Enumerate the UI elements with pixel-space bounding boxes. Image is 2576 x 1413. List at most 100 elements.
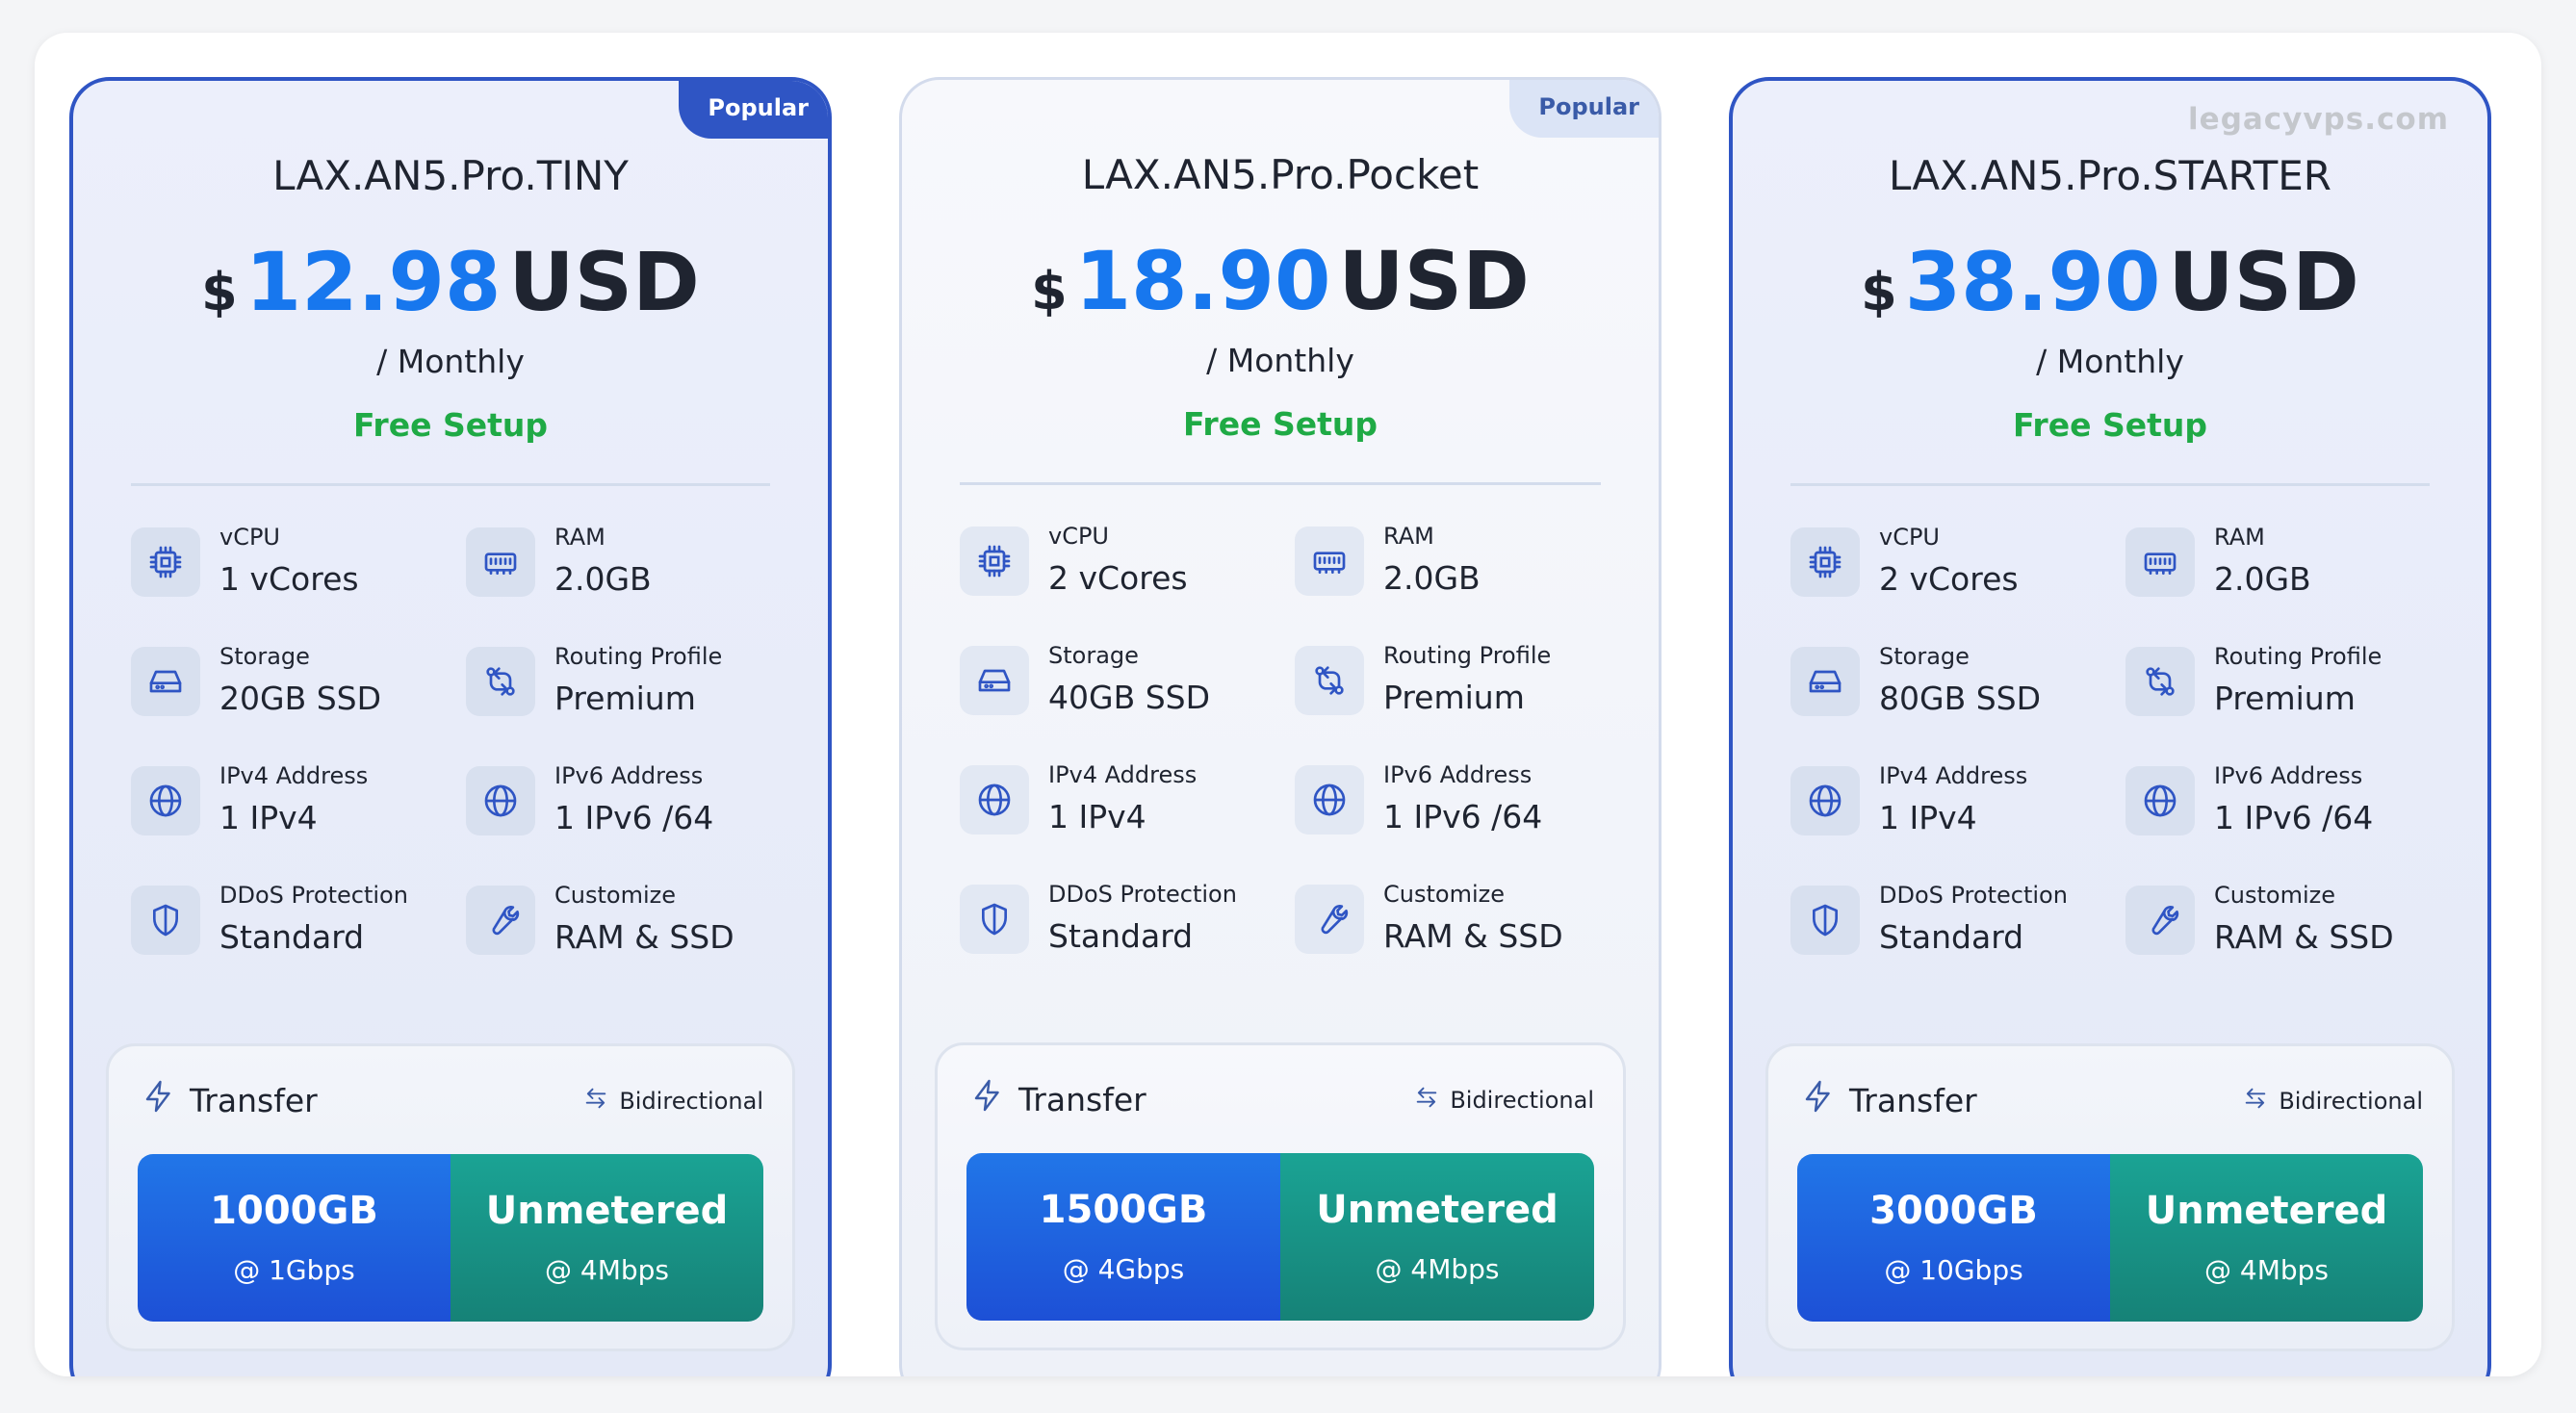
spec-ipv6: IPv6 Address 1 IPv6 /64	[466, 762, 793, 849]
plan-card-pocket[interactable]: Popular LAX.AN5.Pro.Pocket $18.90USD / M…	[899, 77, 1662, 1376]
bidirectional-note: Bidirectional	[1413, 1084, 1594, 1117]
storage-icon	[960, 646, 1029, 715]
spec-label: Customize	[1383, 881, 1505, 908]
spec-label: IPv6 Address	[1383, 761, 1533, 788]
transfer-quota: 1000GB @ 1Gbps	[138, 1154, 451, 1322]
bidirectional-note: Bidirectional	[2242, 1085, 2423, 1118]
spec-routing: Routing Profile Premium	[466, 643, 793, 730]
spec-value: Premium	[1383, 679, 1525, 716]
spec-label: IPv4 Address	[219, 762, 369, 789]
cpu-icon	[1790, 527, 1860, 597]
billing-period: / Monthly	[1206, 342, 1354, 379]
spec-routing: Routing Profile Premium	[1295, 642, 1622, 729]
storage-icon	[1790, 647, 1860, 716]
swap-arrows-icon	[2242, 1085, 2279, 1118]
routing-icon	[1295, 646, 1364, 715]
spec-label: IPv6 Address	[2214, 762, 2363, 789]
swap-arrows-icon	[1413, 1084, 1450, 1117]
spec-label: Storage	[1879, 643, 1970, 670]
bidirectional-label: Bidirectional	[2279, 1088, 2423, 1115]
globe-icon	[1790, 766, 1860, 835]
free-setup-label: Free Setup	[1183, 405, 1378, 443]
spec-label: vCPU	[219, 524, 280, 551]
price-row: $18.90USD	[902, 234, 1659, 328]
unmetered-speed: @ 4Mbps	[544, 1254, 669, 1286]
divider	[960, 482, 1601, 485]
shield-icon	[131, 886, 200, 955]
spec-ipv6: IPv6 Address 1 IPv6 /64	[2125, 762, 2453, 849]
lightning-icon	[1801, 1079, 1849, 1121]
ram-icon	[1295, 527, 1364, 596]
spec-customize: Customize RAM & SSD	[466, 882, 793, 968]
plan-name: LAX.AN5.Pro.STARTER	[1889, 152, 2331, 199]
billing-period: / Monthly	[376, 343, 525, 380]
popular-badge: Popular	[1509, 80, 1659, 138]
spec-value: 1 IPv6 /64	[554, 799, 714, 836]
spec-customize: Customize RAM & SSD	[2125, 882, 2453, 968]
spec-customize: Customize RAM & SSD	[1295, 881, 1622, 967]
spec-label: Customize	[2214, 882, 2335, 909]
spec-label: Storage	[1048, 642, 1139, 669]
bidirectional-note: Bidirectional	[582, 1085, 763, 1118]
globe-icon	[466, 766, 535, 835]
spec-value: RAM & SSD	[1383, 917, 1563, 955]
spec-value: 20GB SSD	[219, 680, 381, 717]
spec-value: Standard	[1048, 917, 1194, 955]
spec-label: IPv4 Address	[1048, 761, 1198, 788]
globe-icon	[131, 766, 200, 835]
spec-grid: vCPU 1 vCores RAM 2.0GB Storage 20GB SSD…	[131, 524, 805, 1005]
ram-icon	[466, 527, 535, 597]
price-amount: 38.90	[1904, 235, 2161, 329]
transfer-heading: Transfer	[142, 1079, 318, 1121]
price-amount: 12.98	[245, 235, 502, 329]
spec-value: 80GB SSD	[1879, 680, 2041, 717]
transfer-quota: 1500GB @ 4Gbps	[966, 1153, 1280, 1321]
spec-label: Routing Profile	[2214, 643, 2383, 670]
plan-card-tiny[interactable]: Popular LAX.AN5.Pro.TINY $12.98USD / Mon…	[69, 77, 832, 1376]
spec-value: 2 vCores	[1048, 559, 1188, 597]
currency-code: USD	[508, 235, 700, 329]
globe-icon	[960, 765, 1029, 835]
spec-ipv4: IPv4 Address 1 IPv4	[960, 761, 1287, 848]
currency-symbol: $	[201, 262, 238, 322]
transfer-amount: 1500GB	[1039, 1188, 1208, 1232]
spec-value: 2.0GB	[1383, 559, 1481, 597]
spec-label: vCPU	[1879, 524, 1940, 551]
watermark: legacyvps.com	[2188, 102, 2449, 137]
spec-storage: Storage 80GB SSD	[1790, 643, 2118, 730]
spec-ram: RAM 2.0GB	[2125, 524, 2453, 610]
cpu-icon	[131, 527, 200, 597]
transfer-label: Transfer	[1849, 1081, 1977, 1119]
plan-name: LAX.AN5.Pro.TINY	[272, 152, 629, 199]
transfer-panel: Transfer Bidirectional 1000GB @ 1Gbps Un…	[106, 1043, 795, 1351]
spec-value: 1 IPv4	[219, 799, 318, 836]
spec-vcpu: vCPU 1 vCores	[131, 524, 458, 610]
transfer-amount: 1000GB	[210, 1189, 378, 1233]
transfer-panel: Transfer Bidirectional 3000GB @ 10Gbps U…	[1765, 1043, 2455, 1351]
currency-code: USD	[1338, 234, 1530, 328]
storage-icon	[131, 647, 200, 716]
spec-vcpu: vCPU 2 vCores	[1790, 524, 2118, 610]
pricing-panel: legacyvps.com Popular LAX.AN5.Pro.TINY $…	[35, 33, 2541, 1376]
popular-badge: Popular	[679, 81, 828, 139]
unmetered-speed: @ 4Mbps	[2203, 1254, 2329, 1286]
lightning-icon	[970, 1078, 1018, 1120]
transfer-unmetered: Unmetered @ 4Mbps	[2110, 1154, 2423, 1322]
spec-ddos: DDoS Protection Standard	[1790, 882, 2118, 968]
transfer-bars: 3000GB @ 10Gbps Unmetered @ 4Mbps	[1797, 1154, 2423, 1322]
transfer-label: Transfer	[190, 1081, 318, 1119]
plan-card-starter[interactable]: LAX.AN5.Pro.STARTER $38.90USD / Monthly …	[1729, 77, 2491, 1376]
spec-value: 1 IPv4	[1048, 798, 1146, 835]
unmetered-label: Unmetered	[2145, 1189, 2388, 1233]
transfer-heading: Transfer	[1801, 1079, 1977, 1121]
wrench-icon	[466, 886, 535, 955]
billing-period: / Monthly	[2036, 343, 2184, 380]
currency-code: USD	[2168, 235, 2359, 329]
divider	[131, 483, 770, 486]
spec-ddos: DDoS Protection Standard	[960, 881, 1287, 967]
transfer-unmetered: Unmetered @ 4Mbps	[451, 1154, 763, 1322]
spec-grid: vCPU 2 vCores RAM 2.0GB Storage 40GB SSD…	[960, 523, 1634, 1004]
spec-ipv4: IPv4 Address 1 IPv4	[1790, 762, 2118, 849]
transfer-bars: 1000GB @ 1Gbps Unmetered @ 4Mbps	[138, 1154, 763, 1322]
spec-value: 2.0GB	[554, 560, 652, 598]
